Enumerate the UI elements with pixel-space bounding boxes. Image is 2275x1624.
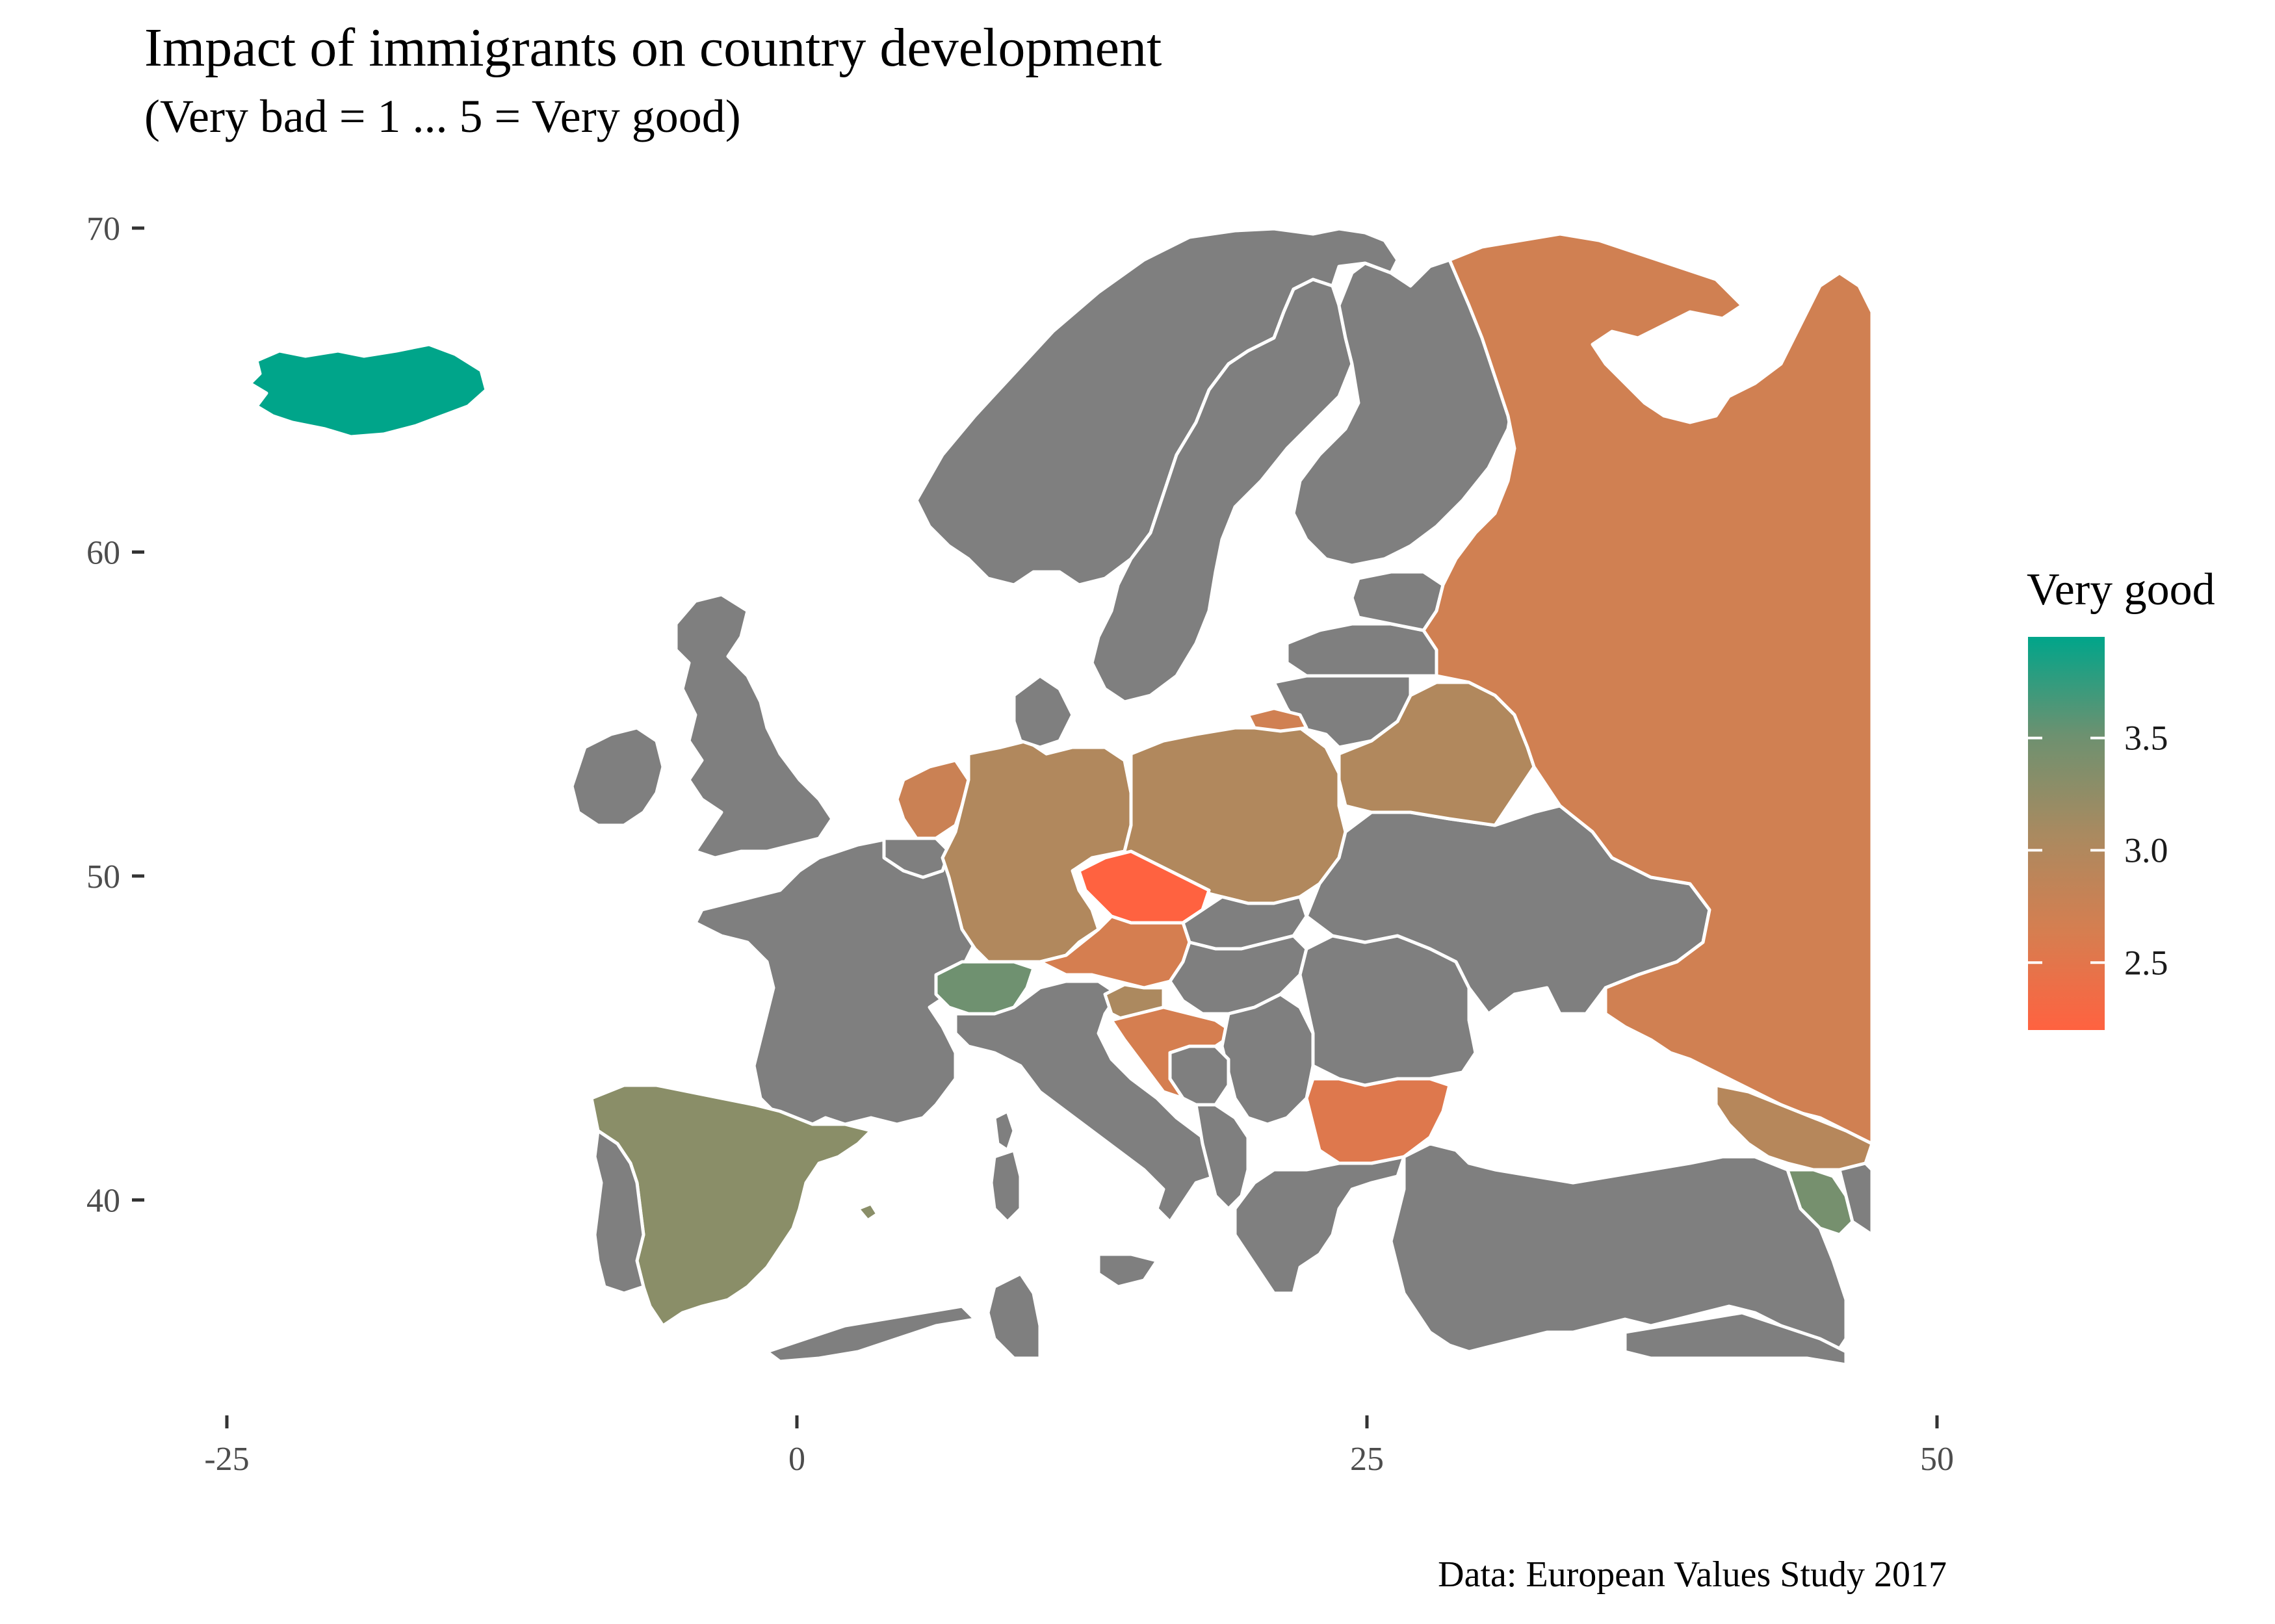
country-greece [1233, 1155, 1406, 1295]
legend-break-label: 3.5 [2124, 719, 2168, 758]
y-tick-label: 60 [86, 535, 120, 572]
legend-break-label: 2.5 [2124, 943, 2168, 982]
country-latvia [1285, 622, 1438, 678]
country-sardinia [989, 1148, 1022, 1224]
y-tick-label: 40 [86, 1183, 120, 1220]
country-serbia [1220, 992, 1315, 1126]
country-bosnia [1168, 1044, 1230, 1107]
country-syria-iraq [1623, 1311, 1848, 1367]
caption: Data: European Values Study 2017 [1438, 1554, 1947, 1595]
x-tick-label: 0 [788, 1441, 805, 1478]
country-finland [1292, 258, 1516, 567]
y-tick-label: 70 [86, 211, 120, 248]
legend: Very good 3.5 3.0 2.5 [2027, 565, 2215, 1030]
y-axis: 70 60 50 40 [86, 211, 144, 1220]
x-tick-label: 50 [1920, 1441, 1954, 1478]
legend-colorbar [2028, 637, 2105, 1030]
country-sicily [1097, 1252, 1159, 1289]
x-tick-label: 25 [1350, 1441, 1384, 1478]
country-azerbaijan [1838, 1161, 1874, 1237]
legend-title: Very good [2027, 565, 2215, 615]
chart-subtitle: (Very bad = 1 ... 5 = Very good) [144, 90, 741, 142]
country-portugal [593, 1129, 645, 1295]
country-ireland [570, 726, 665, 827]
x-tick-label: -25 [204, 1441, 249, 1478]
country-switzerland [934, 960, 1035, 1016]
x-axis: -25 0 25 50 [204, 1415, 1954, 1478]
country-kaliningrad [1246, 706, 1308, 733]
country-belgium [882, 836, 951, 879]
country-montenegro-albania [1194, 1103, 1250, 1211]
country-sweden [1090, 277, 1354, 704]
chart-title: Impact of immigrants on country developm… [144, 18, 1162, 78]
country-iceland [248, 342, 488, 439]
country-denmark [1012, 674, 1074, 749]
country-turkey [1389, 1142, 1848, 1360]
country-corsica [993, 1109, 1016, 1152]
country-tunisia [986, 1272, 1042, 1360]
y-tick-label: 50 [86, 858, 120, 896]
country-north-africa [765, 1304, 977, 1363]
country-russia [1422, 232, 1874, 1146]
legend-break-label: 3.0 [2124, 831, 2168, 870]
country-uk [674, 593, 834, 860]
country-mallorca [856, 1202, 879, 1222]
countries-layer [248, 227, 1874, 1367]
